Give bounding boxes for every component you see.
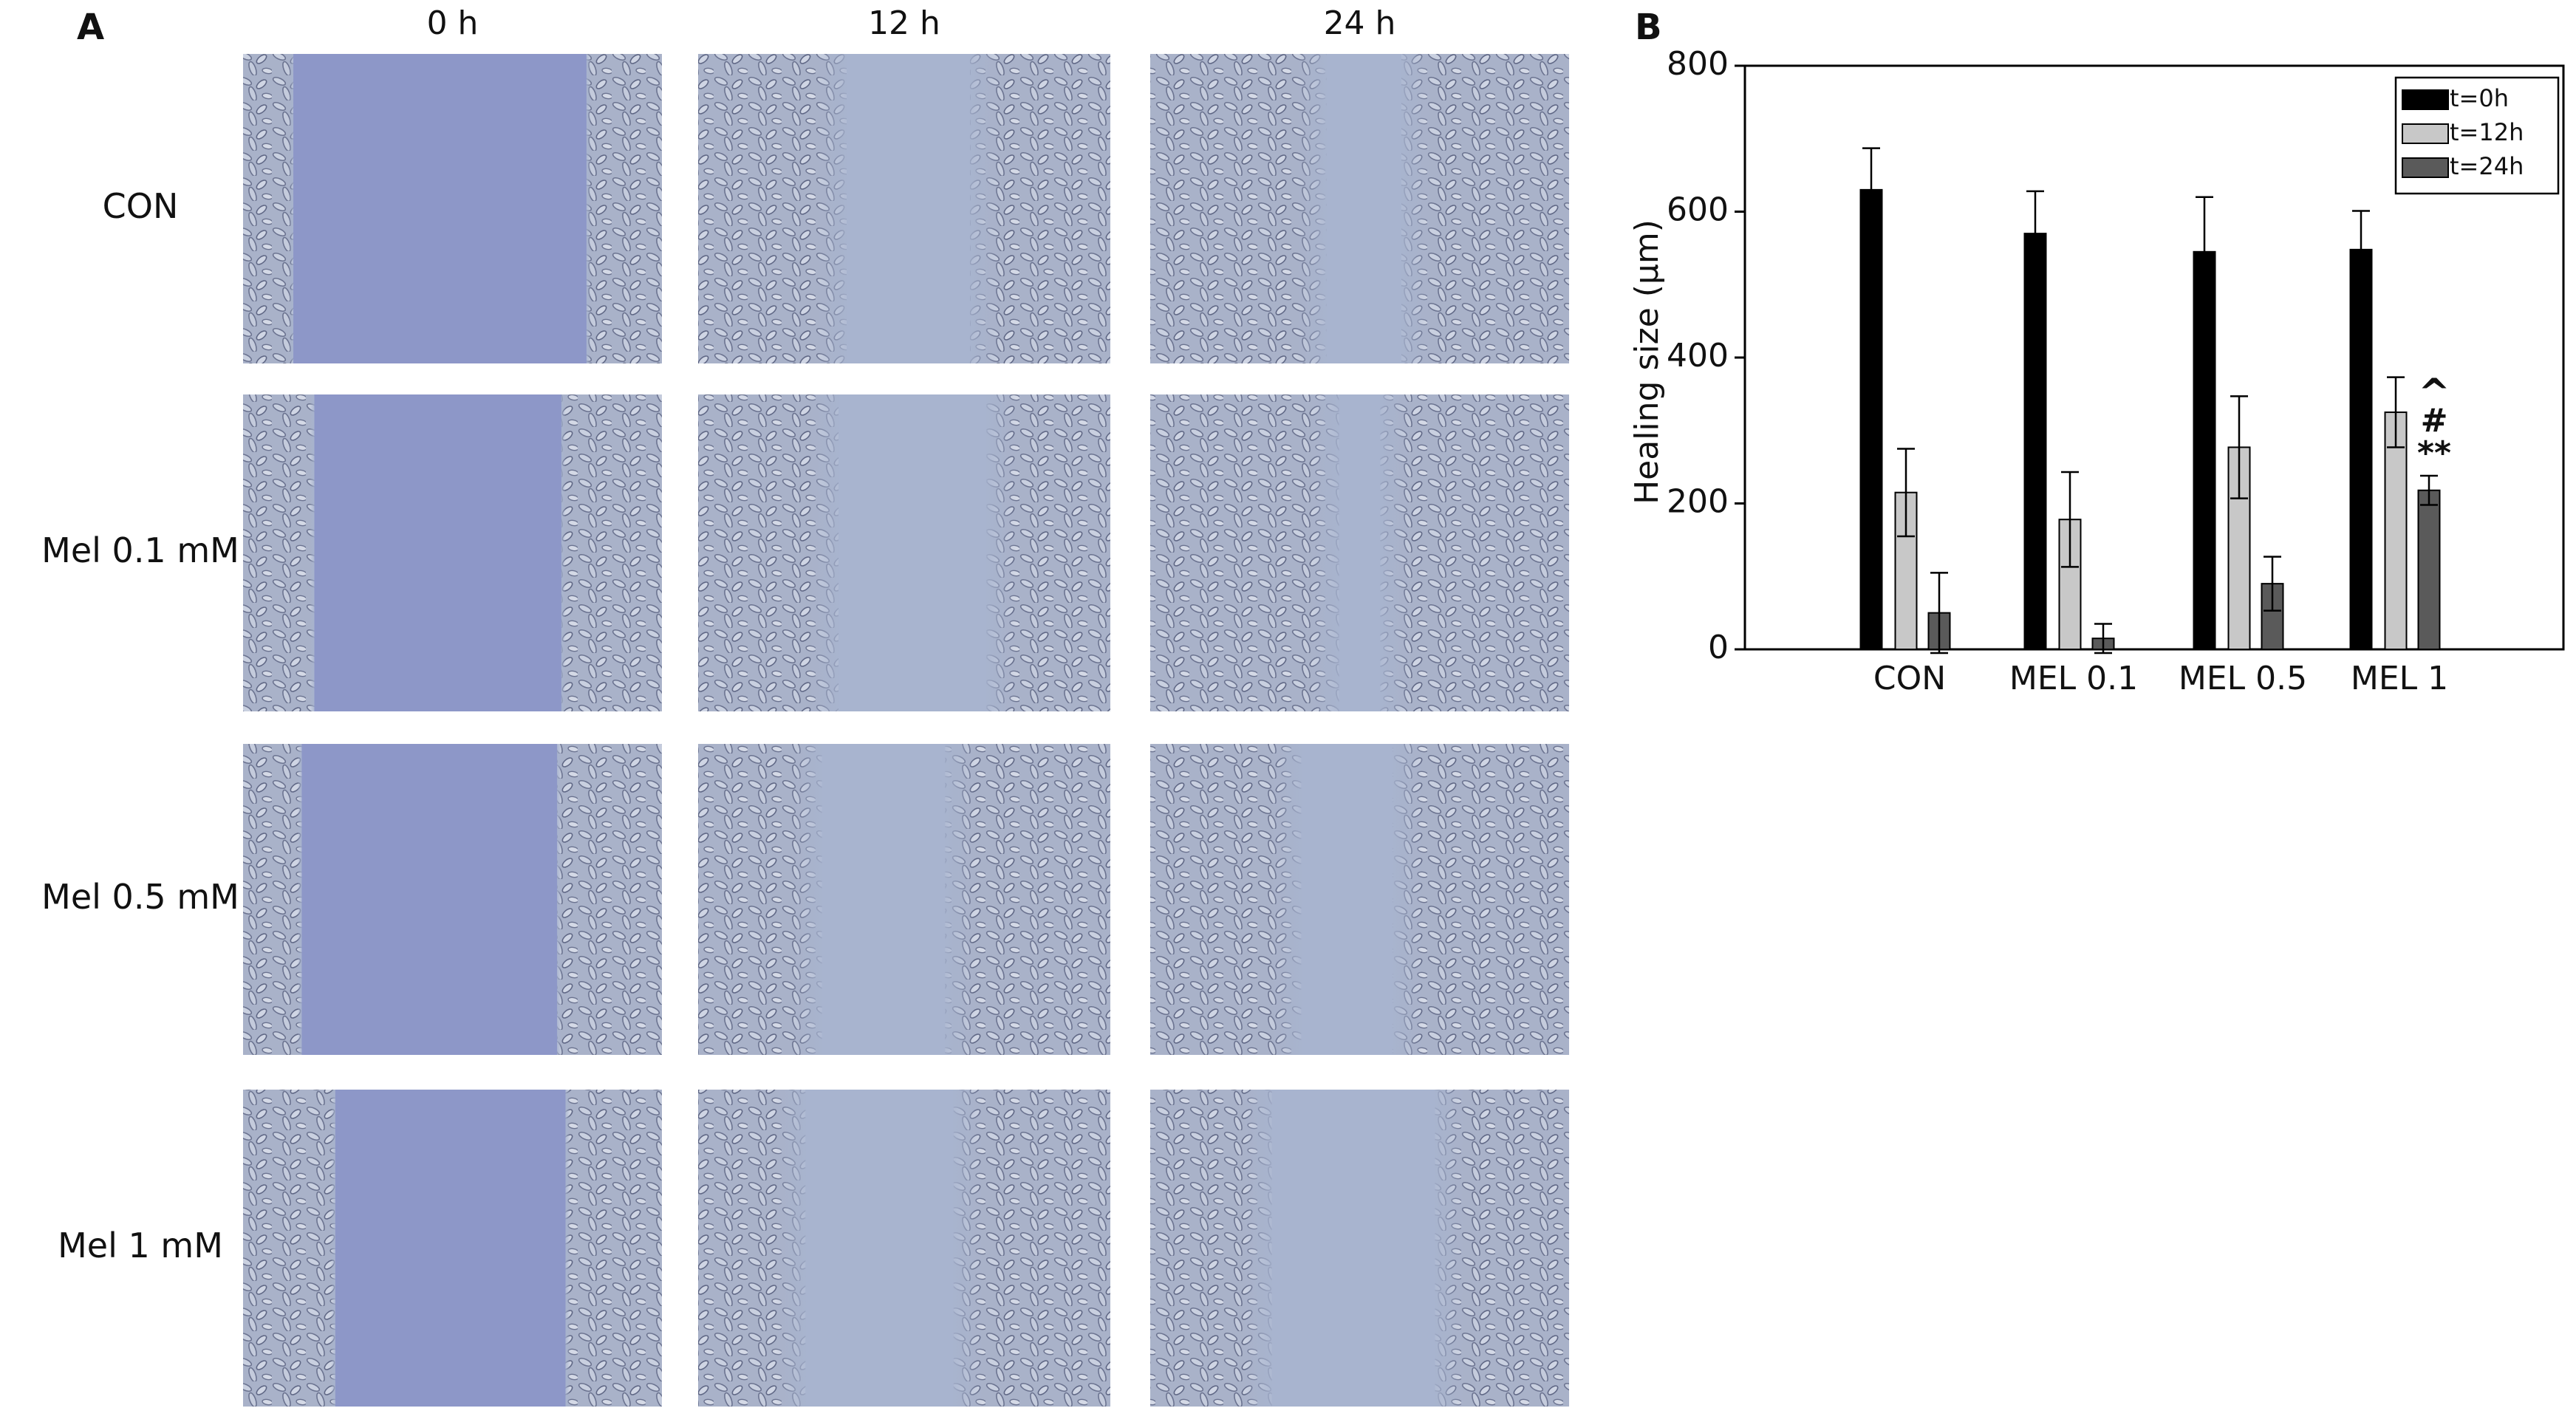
panel-label: B — [1635, 7, 1662, 48]
annotation: ** — [2417, 434, 2451, 472]
wound-gap — [301, 744, 558, 1055]
wound-gap — [1326, 54, 1402, 363]
y-tick-label: 400 — [1667, 337, 1729, 375]
wound-gap — [1339, 394, 1381, 711]
gap-edge — [1271, 744, 1302, 1055]
gap-edge — [586, 54, 591, 363]
y-tick-label: 600 — [1667, 191, 1729, 229]
bar — [2349, 248, 2373, 651]
gap-edge — [1309, 394, 1339, 711]
gap-edge — [1296, 54, 1327, 363]
row-label: Mel 1 mM — [58, 1226, 223, 1265]
legend-swatch — [2402, 123, 2449, 144]
gap-edge — [561, 394, 566, 711]
panel-a: A — [77, 7, 104, 48]
legend-label: t=0h — [2450, 84, 2509, 112]
error-bar — [1930, 572, 1948, 655]
error-bar — [2352, 210, 2370, 250]
wound-gap — [293, 54, 587, 363]
panel-b: B Healing size (µm) — [1628, 7, 1666, 505]
bar — [2417, 489, 2441, 650]
gap-edge — [776, 1090, 806, 1407]
gap-edge — [1401, 54, 1432, 363]
y-tick-label: 200 — [1667, 483, 1729, 521]
gap-edge — [565, 1090, 570, 1407]
gap-edge — [970, 54, 1000, 363]
wound-gap — [838, 394, 987, 711]
gap-edge — [1393, 744, 1423, 1055]
bar — [2023, 233, 2047, 650]
bar — [1859, 188, 1883, 650]
error-bar — [2230, 395, 2248, 499]
gap-edge — [1380, 394, 1410, 711]
legend-label: t=12h — [2450, 118, 2524, 146]
error-bar — [2026, 190, 2044, 234]
error-bar — [2387, 376, 2405, 448]
gap-edge — [297, 744, 302, 1055]
legend-swatch — [2402, 157, 2449, 178]
gap-edge — [330, 1090, 335, 1407]
wound-gap — [846, 54, 971, 363]
annotation: ^ — [2418, 371, 2450, 415]
row-label: Mel 0.1 mM — [41, 530, 239, 570]
gap-edge — [945, 744, 975, 1055]
y-tick-label: 0 — [1708, 629, 1729, 666]
legend: t=0h t=12h t=24h — [2394, 76, 2560, 195]
gap-edge — [1435, 1090, 1465, 1407]
bar — [2193, 250, 2216, 650]
error-bar — [2264, 556, 2281, 612]
y-axis-label: Healing size (µm) — [1628, 219, 1666, 505]
gap-edge — [808, 394, 838, 711]
error-bar — [1897, 448, 1915, 538]
gap-edge — [557, 744, 562, 1055]
gap-edge — [986, 394, 1017, 711]
error-bar — [2196, 196, 2213, 252]
x-tick-label: MEL 0.1 — [2009, 660, 2138, 697]
error-bar — [1862, 147, 1880, 190]
annotation: # — [2421, 402, 2448, 440]
gap-edge — [816, 54, 847, 363]
row-label: CON — [103, 186, 179, 226]
gap-edge — [310, 394, 315, 711]
x-tick-label: MEL 1 — [2351, 660, 2448, 697]
x-tick-label: CON — [1873, 660, 1946, 697]
error-bar — [2094, 623, 2112, 655]
wound-gap — [821, 744, 946, 1055]
x-tick-label: MEL 0.5 — [2179, 660, 2307, 697]
bar — [2384, 411, 2408, 650]
gap-edge — [1242, 1090, 1272, 1407]
column-header: 12 h — [868, 4, 940, 42]
gap-edge — [792, 744, 822, 1055]
wound-gap — [805, 1090, 954, 1407]
error-bar — [2061, 471, 2079, 568]
column-header: 24 h — [1324, 4, 1396, 42]
legend-swatch — [2402, 89, 2449, 110]
legend-label: t=24h — [2450, 152, 2524, 180]
gap-edge — [289, 54, 294, 363]
wound-gap — [314, 394, 561, 711]
wound-gap — [1271, 1090, 1435, 1407]
panel-label: A — [77, 7, 104, 48]
row-label: Mel 0.5 mM — [41, 877, 239, 917]
wound-gap — [335, 1090, 566, 1407]
gap-edge — [953, 1090, 983, 1407]
y-tick-label: 800 — [1667, 45, 1729, 83]
error-bar — [2420, 474, 2438, 506]
column-header: 0 h — [427, 4, 479, 42]
wound-gap — [1301, 744, 1393, 1055]
